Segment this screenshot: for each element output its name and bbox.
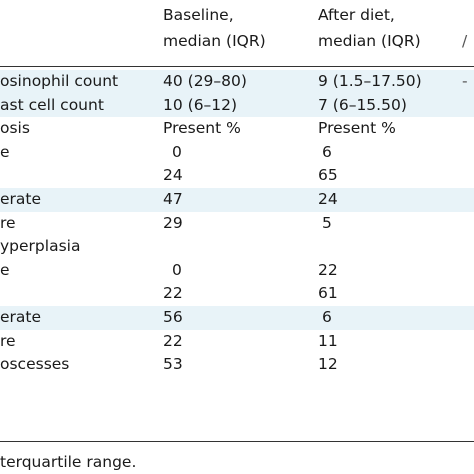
row-label: osis (0, 119, 30, 138)
row-label: osinophil count (0, 72, 119, 90)
row-after-value: 6 (322, 307, 332, 326)
table-row: yperplasia (0, 235, 474, 259)
row-baseline-value: 22 (163, 331, 183, 350)
table-row: re 22 11 (0, 330, 474, 354)
table-row: 24 65 (0, 164, 474, 188)
row-baseline-value: Present % (163, 119, 241, 138)
row-baseline-value: 24 (163, 166, 183, 185)
row-after-value: 6 (322, 142, 332, 161)
footer-rule (0, 441, 474, 442)
row-after-value: 24 (318, 189, 338, 208)
header-rule (0, 66, 474, 67)
header-extra: / (462, 2, 467, 54)
row-after-value: Present % (318, 119, 396, 138)
row-baseline-value: 40 (29–80) (163, 72, 247, 90)
table-row: ast cell count 10 (6–12) 7 (6–15.50) (0, 93, 474, 118)
row-label: ast cell count (0, 95, 104, 114)
table-row: e 0 6 (0, 141, 474, 165)
table-row: erate 56 6 (0, 305, 474, 330)
header-after-diet: After diet, median (IQR) (318, 2, 421, 54)
row-after-value: 11 (318, 331, 338, 350)
table-row: oscesses 53 12 (0, 353, 474, 377)
row-label: e (0, 142, 10, 161)
row-baseline-value: 0 (172, 142, 182, 161)
table-row: osis Present % Present % (0, 117, 474, 141)
row-label: re (0, 331, 16, 350)
row-baseline-value: 29 (163, 213, 183, 232)
header-extra-line2: / (462, 32, 468, 50)
table-row: erate 47 24 (0, 187, 474, 212)
row-baseline-value: 56 (163, 307, 183, 326)
row-baseline-value: 47 (163, 189, 183, 208)
header-baseline-line2: median (IQR) (163, 32, 266, 50)
row-after-value: 5 (322, 213, 332, 232)
row-baseline-value: 0 (172, 260, 182, 279)
header-baseline-line1: Baseline, (163, 6, 234, 24)
table-footnote: terquartile range. (0, 453, 137, 471)
header-after-line2: median (IQR) (318, 32, 421, 50)
table-header: Baseline, median (IQR) After diet, media… (0, 0, 474, 66)
row-after-value: 9 (1.5–17.50) (318, 72, 422, 90)
row-label: erate (0, 189, 42, 208)
header-after-line1: After diet, (318, 6, 395, 24)
table-row: 22 61 (0, 282, 474, 306)
row-after-value: 12 (318, 355, 338, 374)
table-row: re 29 5 (0, 212, 474, 236)
row-after-value: 7 (6–15.50) (318, 95, 407, 114)
row-baseline-value: 53 (163, 355, 183, 374)
table-body: osinophil count 40 (29–80) 9 (1.5–17.50) - a… (0, 70, 474, 377)
row-baseline-value: 10 (6–12) (163, 95, 238, 114)
table-row: osinophil count 40 (29–80) 9 (1.5–17.50) - (0, 70, 474, 94)
row-after-value: 65 (318, 166, 338, 185)
header-extra-line1 (462, 2, 467, 28)
row-extra-value: - (462, 72, 468, 90)
header-baseline: Baseline, median (IQR) (163, 2, 266, 54)
row-label: e (0, 260, 10, 279)
row-after-value: 22 (318, 260, 338, 279)
table-row: e 0 22 (0, 259, 474, 283)
row-baseline-value: 22 (163, 284, 183, 303)
row-label: yperplasia (0, 237, 81, 256)
row-label: erate (0, 307, 42, 326)
row-after-value: 61 (318, 284, 338, 303)
row-label: re (0, 213, 16, 232)
row-label: oscesses (0, 355, 70, 374)
